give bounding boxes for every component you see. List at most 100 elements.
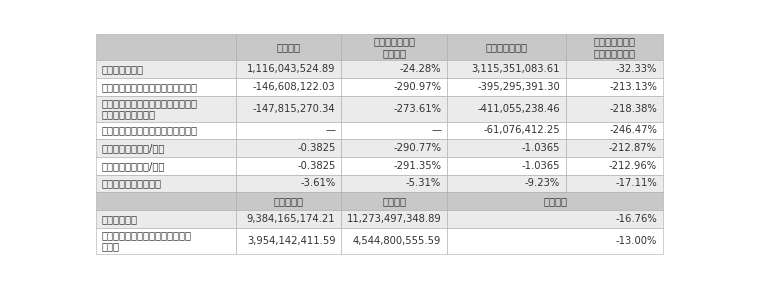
Bar	[235, 139, 341, 157]
Text: —: —	[431, 125, 441, 135]
Text: -9.23%: -9.23%	[525, 178, 560, 188]
Text: 加权平均净资产收益率: 加权平均净资产收益率	[102, 178, 162, 188]
Bar	[341, 175, 447, 192]
Bar	[447, 34, 566, 60]
Bar	[235, 228, 341, 254]
Bar	[566, 139, 663, 157]
Bar	[341, 78, 447, 95]
Bar	[235, 34, 341, 60]
Bar	[341, 210, 447, 228]
Text: 3,954,142,411.59: 3,954,142,411.59	[247, 236, 335, 246]
Bar	[566, 175, 663, 192]
Text: -1.0365: -1.0365	[522, 161, 560, 171]
Bar	[96, 228, 235, 254]
Bar	[341, 122, 447, 139]
Text: 4,544,800,555.59: 4,544,800,555.59	[353, 236, 441, 246]
Text: -212.87%: -212.87%	[609, 143, 657, 153]
Bar	[566, 95, 663, 122]
Text: 上年度末: 上年度末	[543, 196, 567, 206]
Bar	[341, 34, 447, 60]
Text: -212.96%: -212.96%	[609, 161, 657, 171]
Text: -5.31%: -5.31%	[406, 178, 441, 188]
Text: -147,815,270.34: -147,815,270.34	[253, 104, 335, 114]
Bar	[96, 157, 235, 175]
Bar	[235, 157, 341, 175]
Bar	[447, 192, 663, 210]
Bar	[447, 210, 663, 228]
Bar	[235, 192, 341, 210]
Text: -218.38%: -218.38%	[609, 104, 657, 114]
Text: 11,273,497,348.89: 11,273,497,348.89	[347, 214, 441, 224]
Bar	[96, 139, 235, 157]
Text: 本报告期比上年
同期增减: 本报告期比上年 同期增减	[374, 36, 415, 58]
Text: 稀释每股收益（元/股）: 稀释每股收益（元/股）	[102, 161, 165, 171]
Bar	[447, 228, 663, 254]
Bar	[96, 210, 235, 228]
Text: 归属于上市公司股东的扣除非经常性
损益的净利润（元）: 归属于上市公司股东的扣除非经常性 损益的净利润（元）	[102, 98, 198, 119]
Bar	[341, 192, 447, 210]
Bar	[96, 192, 235, 210]
Bar	[341, 157, 447, 175]
Bar	[447, 95, 566, 122]
Text: -291.35%: -291.35%	[393, 161, 441, 171]
Bar	[96, 60, 235, 78]
Bar	[96, 95, 235, 122]
Text: -395,295,391.30: -395,295,391.30	[477, 82, 560, 92]
Text: -61,076,412.25: -61,076,412.25	[483, 125, 560, 135]
Text: —: —	[325, 125, 335, 135]
Text: -213.13%: -213.13%	[609, 82, 657, 92]
Bar	[96, 175, 235, 192]
Bar	[341, 60, 447, 78]
Text: -16.76%: -16.76%	[615, 214, 657, 224]
Text: 总资产（元）: 总资产（元）	[102, 214, 138, 224]
Text: -17.11%: -17.11%	[615, 178, 657, 188]
Text: 年初至报告期末: 年初至报告期末	[486, 42, 528, 52]
Text: 年初至报告期末
比上年同期增减: 年初至报告期末 比上年同期增减	[594, 36, 636, 58]
Text: 上年度末: 上年度末	[382, 196, 407, 206]
Bar	[235, 122, 341, 139]
Bar	[566, 60, 663, 78]
Bar	[447, 78, 566, 95]
Text: -24.28%: -24.28%	[400, 64, 441, 74]
Bar	[447, 157, 566, 175]
Text: -146,608,122.03: -146,608,122.03	[253, 82, 335, 92]
Text: -3.61%: -3.61%	[300, 178, 335, 188]
Bar	[447, 139, 566, 157]
Bar	[566, 122, 663, 139]
Text: 经营活动产生的现金流量净额（元）: 经营活动产生的现金流量净额（元）	[102, 125, 198, 135]
Bar	[235, 210, 341, 228]
Bar	[341, 228, 447, 254]
Text: 本报告期: 本报告期	[276, 42, 301, 52]
Text: 本报告期末: 本报告期末	[274, 196, 304, 206]
Bar	[447, 122, 566, 139]
Text: -273.61%: -273.61%	[393, 104, 441, 114]
Bar	[235, 60, 341, 78]
Text: 1,116,043,524.89: 1,116,043,524.89	[247, 64, 335, 74]
Bar	[447, 175, 566, 192]
Bar	[235, 175, 341, 192]
Bar	[235, 95, 341, 122]
Text: 9,384,165,174.21: 9,384,165,174.21	[247, 214, 335, 224]
Text: -0.3825: -0.3825	[297, 161, 335, 171]
Bar	[566, 157, 663, 175]
Bar	[447, 60, 566, 78]
Text: 3,115,351,083.61: 3,115,351,083.61	[472, 64, 560, 74]
Text: -246.47%: -246.47%	[609, 125, 657, 135]
Text: -290.77%: -290.77%	[393, 143, 441, 153]
Text: -1.0365: -1.0365	[522, 143, 560, 153]
Bar	[96, 78, 235, 95]
Text: 基本每股收益（元/股）: 基本每股收益（元/股）	[102, 143, 165, 153]
Text: -0.3825: -0.3825	[297, 143, 335, 153]
Text: 归属于上市公司股东的所有者权益
（元）: 归属于上市公司股东的所有者权益 （元）	[102, 230, 192, 251]
Bar	[235, 78, 341, 95]
Text: -32.33%: -32.33%	[616, 64, 657, 74]
Text: -290.97%: -290.97%	[393, 82, 441, 92]
Text: 归属于上市公司股东的净利润（元）: 归属于上市公司股东的净利润（元）	[102, 82, 198, 92]
Text: -13.00%: -13.00%	[616, 236, 657, 246]
Text: -411,055,238.46: -411,055,238.46	[478, 104, 560, 114]
Bar	[96, 34, 235, 60]
Bar	[96, 122, 235, 139]
Bar	[341, 95, 447, 122]
Bar	[566, 78, 663, 95]
Text: 营业收入（元）: 营业收入（元）	[102, 64, 144, 74]
